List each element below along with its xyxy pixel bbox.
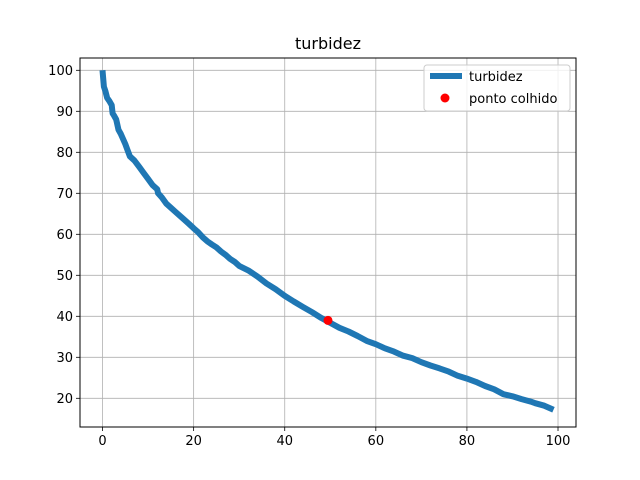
y-tick-label: 60 xyxy=(56,228,73,243)
x-tick-label: 80 xyxy=(459,434,476,449)
y-tick-label: 100 xyxy=(48,64,73,79)
axis-ticks: 0 20 40 60 80 100 20 30 40 50 60 70 80 90 100 xyxy=(48,64,570,449)
x-tick-label: 0 xyxy=(98,434,106,449)
x-tick-label: 20 xyxy=(185,434,202,449)
y-tick-label: 40 xyxy=(56,310,73,325)
y-tick-label: 90 xyxy=(56,105,73,120)
y-tick-label: 50 xyxy=(56,269,73,284)
series-line-turbidez xyxy=(99,70,555,413)
grid xyxy=(80,58,576,427)
x-tick-label: 60 xyxy=(368,434,385,449)
axes-frame xyxy=(79,57,577,428)
legend-label-ponto-colhido: ponto colhido xyxy=(469,92,557,107)
y-tick-label: 80 xyxy=(56,146,73,161)
legend-label-turbidez: turbidez xyxy=(469,70,523,85)
chart-title: turbidez xyxy=(295,34,361,53)
legend: turbidez ponto colhido xyxy=(423,64,571,112)
y-tick-label: 30 xyxy=(56,351,73,366)
y-tick-label: 70 xyxy=(56,187,73,202)
legend-point-swatch xyxy=(440,93,450,103)
plot-series xyxy=(99,70,555,413)
x-tick-label: 100 xyxy=(546,434,571,449)
y-tick-label: 20 xyxy=(56,392,73,407)
point-ponto-colhido xyxy=(323,315,333,325)
x-tick-label: 40 xyxy=(276,434,293,449)
